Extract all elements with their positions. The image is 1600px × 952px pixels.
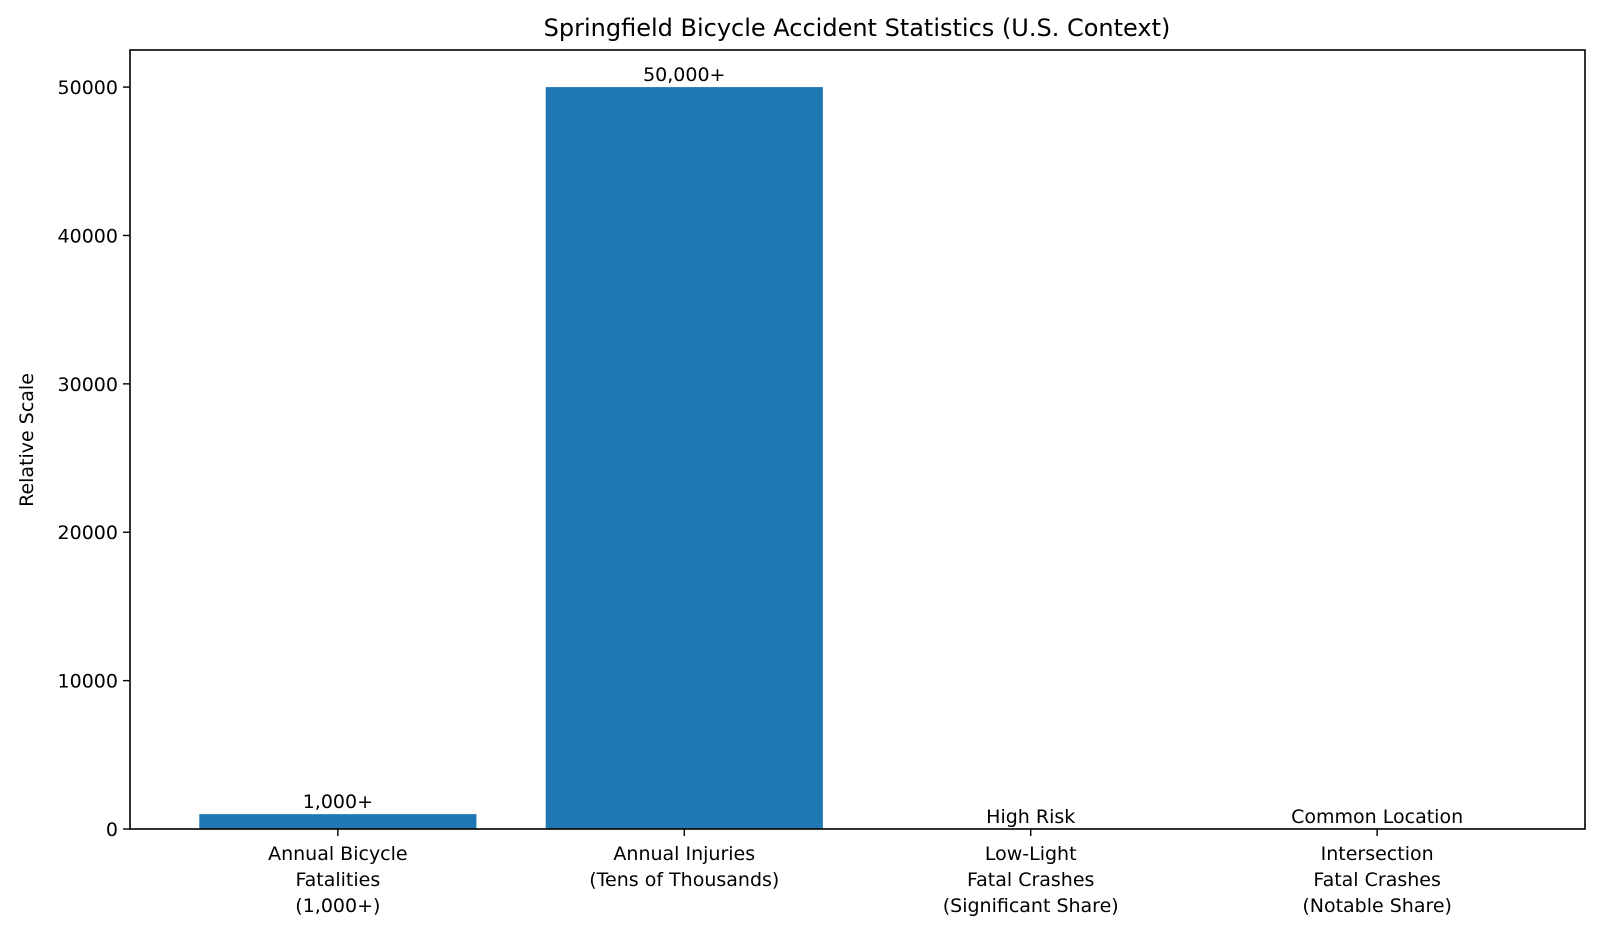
bar bbox=[199, 814, 477, 829]
plot-frame bbox=[129, 49, 1586, 830]
bar-label: 1,000+ bbox=[303, 791, 373, 813]
bar-value-labels: 1,000+ 50,000+ High Risk Common Location bbox=[303, 64, 1463, 828]
y-axis-label: Relative Scale bbox=[16, 373, 38, 507]
x-axis-ticks: Annual Bicycle Fatalities (1,000+) Annual I… bbox=[268, 829, 1452, 917]
chart-title: Springfield Bicycle Accident Statistics … bbox=[544, 14, 1171, 42]
bar-label: 50,000+ bbox=[643, 64, 725, 86]
y-tick-label: 40000 bbox=[58, 225, 118, 247]
bar bbox=[545, 87, 823, 830]
x-tick-label: Intersection Fatal Crashes (Notable Share) bbox=[1302, 843, 1452, 917]
bars bbox=[199, 87, 823, 830]
y-tick-label: 0 bbox=[106, 819, 118, 841]
bar-label: High Risk bbox=[986, 806, 1075, 828]
y-tick-label: 10000 bbox=[58, 671, 118, 693]
y-tick-label: 20000 bbox=[58, 522, 118, 544]
x-tick-label: Annual Bicycle Fatalities (1,000+) bbox=[268, 843, 408, 917]
y-tick-label: 50000 bbox=[58, 77, 118, 99]
x-tick-label: Low-Light Fatal Crashes (Significant Share… bbox=[943, 843, 1119, 917]
bar-label: Common Location bbox=[1291, 806, 1463, 828]
x-tick-label: Annual Injuries (Tens of Thousands) bbox=[589, 843, 779, 891]
y-axis-ticks: 0 10000 20000 30000 40000 50000 bbox=[58, 77, 130, 841]
y-tick-label: 30000 bbox=[58, 374, 118, 396]
